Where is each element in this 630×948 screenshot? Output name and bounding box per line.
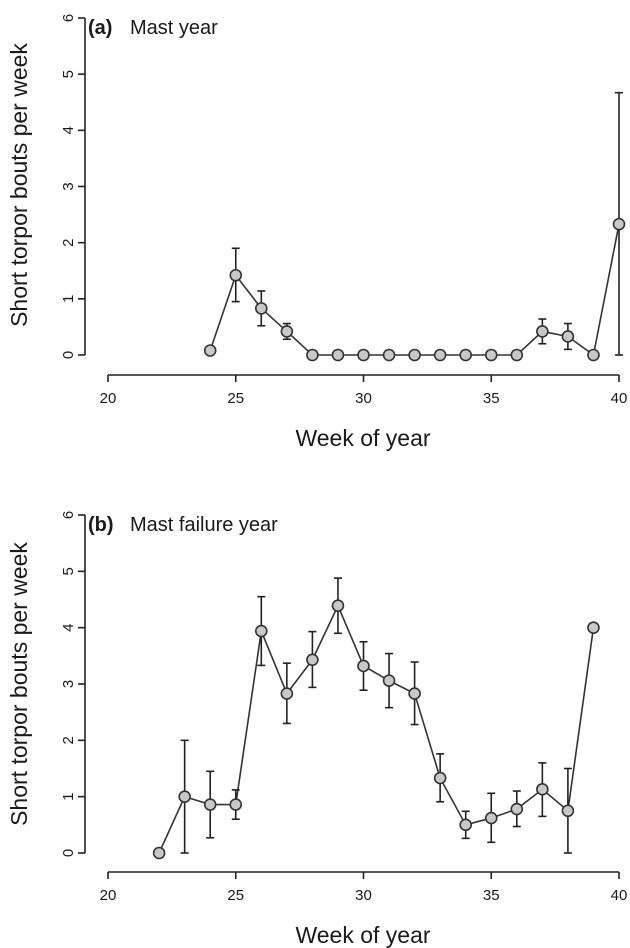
panel-b-x-tick-label: 25 bbox=[227, 887, 244, 904]
panel-b-data-point bbox=[433, 771, 447, 785]
panel-b-tag: (b) bbox=[88, 514, 114, 536]
panel-b-data-point bbox=[510, 802, 524, 816]
panel-b-x-tick-label: 35 bbox=[483, 887, 500, 904]
panel-b-data-point bbox=[587, 621, 600, 634]
panel-b-series-line bbox=[158, 603, 595, 854]
panel-b-data-point bbox=[152, 846, 166, 860]
panel-b-data-point bbox=[484, 811, 498, 825]
panel-b-y-tick-label: 5 bbox=[60, 567, 77, 575]
panel-b-data-point bbox=[331, 599, 345, 612]
panel-a-data-point bbox=[229, 268, 243, 282]
panel-b-y-tick-label: 6 bbox=[60, 511, 77, 519]
panel-a-data-point bbox=[510, 348, 524, 362]
panel-a-data-point bbox=[203, 344, 217, 357]
panel-a-x-tick-label: 35 bbox=[483, 390, 500, 407]
panel-a-y-tick-label: 1 bbox=[60, 295, 77, 303]
panel-a-x-tick-label: 25 bbox=[227, 390, 244, 407]
panel-b-y-tick-label: 3 bbox=[60, 680, 77, 688]
panel-b-data-point bbox=[561, 804, 575, 818]
panel-b-y-tick-label: 4 bbox=[60, 623, 77, 631]
panel-b-data-point bbox=[408, 687, 421, 700]
panel-a-x-tick-label: 20 bbox=[100, 390, 117, 407]
panel-b-data-point bbox=[254, 624, 268, 638]
panel-a-data-point bbox=[561, 330, 575, 343]
panel-a-x-axis-title: Week of year bbox=[295, 425, 430, 451]
panel-a-data-point bbox=[254, 302, 268, 315]
panel-a-tag: (a) bbox=[88, 17, 112, 39]
panel-a-data-point bbox=[587, 348, 600, 362]
panel-b-data-point bbox=[229, 798, 243, 811]
panel-b-data-point bbox=[382, 674, 396, 687]
panel-b-x-tick-label: 20 bbox=[100, 887, 117, 904]
panel-b-y-tick-label: 1 bbox=[60, 792, 77, 800]
panel-b-data-point bbox=[459, 818, 473, 832]
panel-a-data-point bbox=[408, 348, 421, 362]
panel-a-data-point bbox=[433, 348, 447, 362]
panel-b-data-point bbox=[306, 653, 319, 667]
panel-a-data-point bbox=[459, 348, 473, 362]
panel-b-x-tick-label: 30 bbox=[355, 887, 372, 904]
panel-a-data-point bbox=[382, 348, 396, 362]
panel-a-data-point bbox=[306, 348, 319, 362]
panel-b-title: Mast failure year bbox=[130, 514, 278, 536]
panel-b: (b) Mast failure year Short torpor bouts… bbox=[6, 511, 627, 948]
panel-a-y-tick-label: 4 bbox=[60, 126, 77, 134]
panel-a-data-point bbox=[612, 217, 626, 231]
panel-b-data-point bbox=[280, 687, 294, 700]
panel-a-x-tick-label: 40 bbox=[611, 390, 628, 407]
panel-b-y-axis-title: Short torpor bouts per week bbox=[6, 542, 32, 826]
panel-a-data-point bbox=[484, 348, 498, 362]
panel-a-y-tick-label: 6 bbox=[60, 14, 77, 22]
panel-a-x-tick-label: 30 bbox=[355, 390, 372, 407]
panel-a-data-point bbox=[536, 325, 549, 338]
panel-b-x-axis-title: Week of year bbox=[295, 922, 430, 948]
panel-b-y-tick-label: 0 bbox=[60, 849, 77, 857]
panel-a-data-point bbox=[331, 348, 345, 362]
panel-a-y-tick-label: 3 bbox=[60, 182, 77, 190]
panel-a-data-point bbox=[357, 348, 370, 362]
panel-b-data-point bbox=[357, 659, 370, 673]
panel-a-y-tick-label: 2 bbox=[60, 238, 77, 246]
panel-a-data-point bbox=[280, 325, 294, 338]
panel-b-x-tick-label: 40 bbox=[611, 887, 628, 904]
panel-a-series-line bbox=[209, 223, 620, 357]
panel-a-y-axis-title: Short torpor bouts per week bbox=[6, 43, 32, 327]
panel-b-data-point bbox=[203, 798, 217, 811]
panel-a-title: Mast year bbox=[130, 17, 218, 39]
panel-a-y-tick-label: 5 bbox=[60, 70, 77, 78]
panel-b-y-tick-label: 2 bbox=[60, 736, 77, 744]
panel-b-data-point bbox=[178, 790, 191, 803]
panel-b-data-point bbox=[536, 783, 549, 796]
panel-a-y-tick-label: 0 bbox=[60, 351, 77, 359]
panel-a: (a) Mast year Short torpor bouts per wee… bbox=[6, 14, 627, 451]
